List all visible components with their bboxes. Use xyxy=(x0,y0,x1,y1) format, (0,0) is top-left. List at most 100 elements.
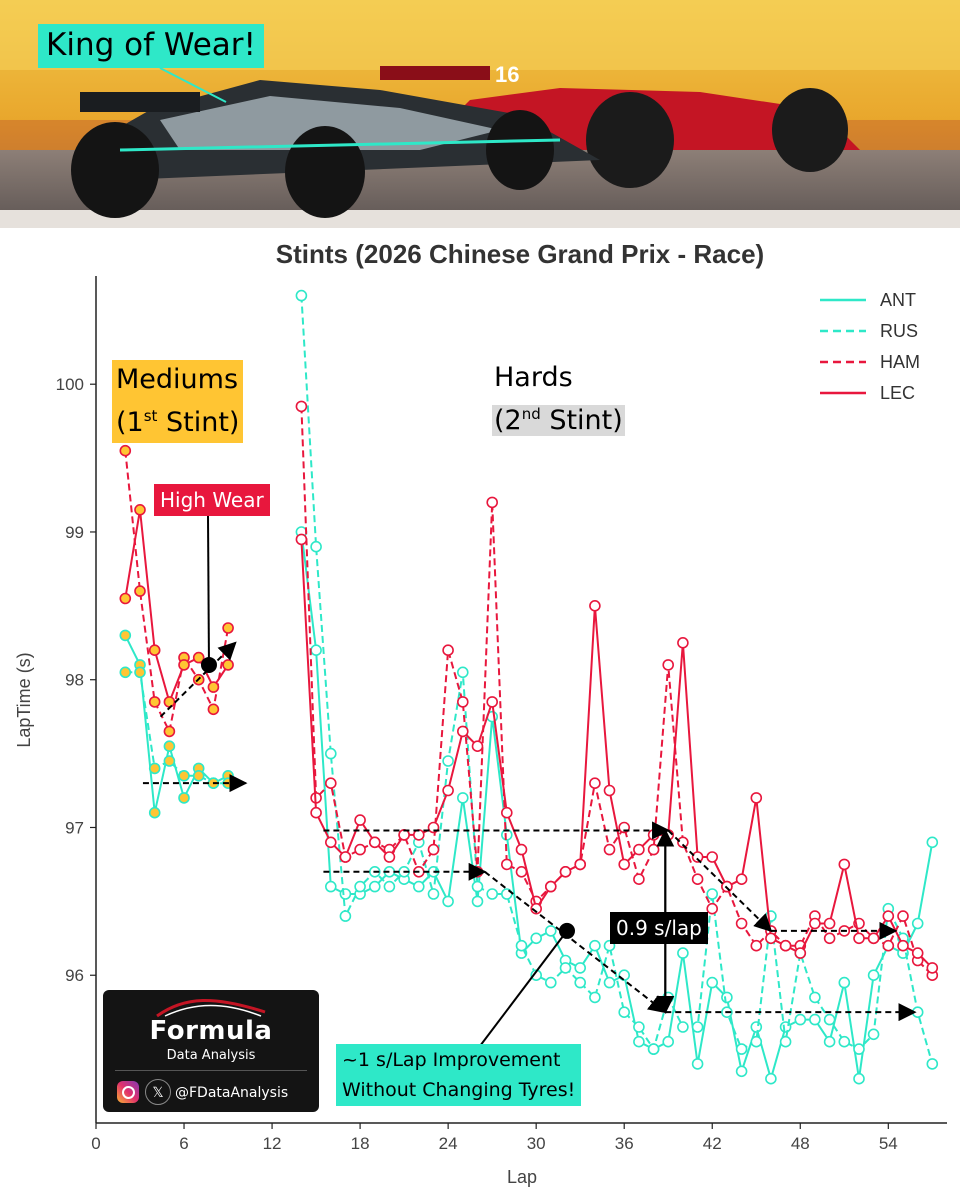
data-point xyxy=(486,696,499,708)
logo-sub: Data Analysis xyxy=(166,1048,256,1063)
data-point xyxy=(809,917,821,930)
series-line-ham xyxy=(300,406,934,976)
data-point xyxy=(163,696,176,708)
data-point xyxy=(677,1021,689,1033)
y-tick-label: 98 xyxy=(65,671,84,690)
data-point xyxy=(427,888,440,900)
data-point xyxy=(618,858,631,871)
data-point xyxy=(882,939,895,952)
data-point xyxy=(383,851,396,863)
data-point xyxy=(721,991,733,1004)
laptime-chart: Stints (2026 Chinese Grand Prix - Race) … xyxy=(14,239,947,1187)
data-point xyxy=(603,843,616,856)
data-point xyxy=(574,858,587,871)
data-point xyxy=(544,976,557,989)
data-point xyxy=(486,888,499,900)
banner-label: King of Wear! xyxy=(38,24,264,68)
data-point xyxy=(809,991,821,1004)
data-point xyxy=(295,533,308,546)
data-point xyxy=(838,1035,851,1048)
data-point xyxy=(603,784,616,797)
x-tick-label: 18 xyxy=(351,1134,370,1153)
data-point xyxy=(618,1006,631,1019)
data-point xyxy=(677,836,689,849)
social-handle: @FDataAnalysis xyxy=(175,1085,289,1101)
high-wear-dot xyxy=(200,656,217,673)
data-point xyxy=(178,792,190,804)
legend-label-ant: ANT xyxy=(880,290,916,310)
x-tick-label: 6 xyxy=(179,1134,188,1153)
data-point xyxy=(119,592,132,605)
high-wear-label: High Wear xyxy=(154,484,270,516)
data-point xyxy=(911,947,924,959)
x-tick-label: 0 xyxy=(91,1134,100,1153)
data-point xyxy=(809,1013,821,1026)
axes: 0 6 12 18 24 30 36 42 48 54 96 97 98 99 100 xyxy=(56,276,947,1153)
data-point xyxy=(324,747,337,760)
data-point xyxy=(295,289,308,302)
data-point xyxy=(735,917,748,930)
mediums-line2: (1st Stint) xyxy=(116,407,240,438)
improvement-pointer xyxy=(479,930,568,1047)
svg-text:16: 16 xyxy=(495,62,519,87)
mediums-line1: Mediums xyxy=(116,364,239,395)
banner-photo: 16 King of Wear! xyxy=(0,0,960,228)
high-wear-pointer xyxy=(207,515,210,665)
data-point xyxy=(911,917,924,930)
data-point xyxy=(456,792,469,804)
data-point xyxy=(735,1065,748,1078)
data-point xyxy=(633,1021,645,1033)
x-tick-label: 54 xyxy=(879,1134,898,1153)
data-point xyxy=(823,932,836,945)
data-point xyxy=(442,755,454,767)
data-point xyxy=(589,599,601,612)
y-tick-label: 99 xyxy=(65,523,84,542)
data-point xyxy=(633,843,645,856)
data-point xyxy=(589,939,601,952)
data-point xyxy=(677,947,689,959)
data-point xyxy=(589,777,601,790)
data-point xyxy=(794,947,807,959)
lec-drop-arrow xyxy=(667,829,773,933)
data-point xyxy=(691,1058,704,1070)
data-point xyxy=(647,1043,660,1055)
data-point xyxy=(339,910,352,922)
data-point xyxy=(544,880,557,893)
legend: ANT RUS HAM LEC xyxy=(820,290,920,403)
data-point xyxy=(926,836,939,849)
improvement-label: ~1 s/Lap Improvement Without Changing Ty… xyxy=(336,1044,582,1106)
data-point xyxy=(471,740,484,753)
x-tick-label: 30 xyxy=(527,1134,546,1153)
logo-divider xyxy=(115,1070,307,1071)
data-point xyxy=(442,784,454,797)
hards-line2: (2nd Stint) xyxy=(492,405,625,436)
data-point xyxy=(192,651,205,664)
legend-label-lec: LEC xyxy=(880,383,915,403)
y-tick-label: 97 xyxy=(65,818,84,837)
rate-gap-label: 0.9 s/lap xyxy=(610,912,708,944)
data-point xyxy=(735,1043,748,1055)
x-tick-label: 24 xyxy=(439,1134,458,1153)
data-point xyxy=(207,703,220,716)
data-point xyxy=(750,1021,763,1033)
data-point xyxy=(148,806,161,819)
data-point xyxy=(119,666,132,679)
data-point xyxy=(354,880,366,893)
series-line-lec xyxy=(300,539,934,969)
data-point xyxy=(897,939,909,952)
hards-stint-label: Hards (2nd Stint) xyxy=(492,360,625,439)
data-point xyxy=(456,666,469,679)
data-point xyxy=(324,836,337,849)
data-point xyxy=(310,806,322,819)
data-point xyxy=(134,585,146,597)
data-point xyxy=(456,725,469,738)
improvement-line1: ~1 s/Lap Improvement xyxy=(342,1049,561,1071)
hards-line1: Hards xyxy=(494,362,573,393)
legend-label-ham: HAM xyxy=(880,352,920,372)
data-point xyxy=(471,880,484,893)
data-point xyxy=(647,843,660,856)
data-point xyxy=(310,644,322,657)
data-point xyxy=(603,976,616,989)
data-point xyxy=(442,895,454,908)
data-point xyxy=(867,1028,880,1041)
